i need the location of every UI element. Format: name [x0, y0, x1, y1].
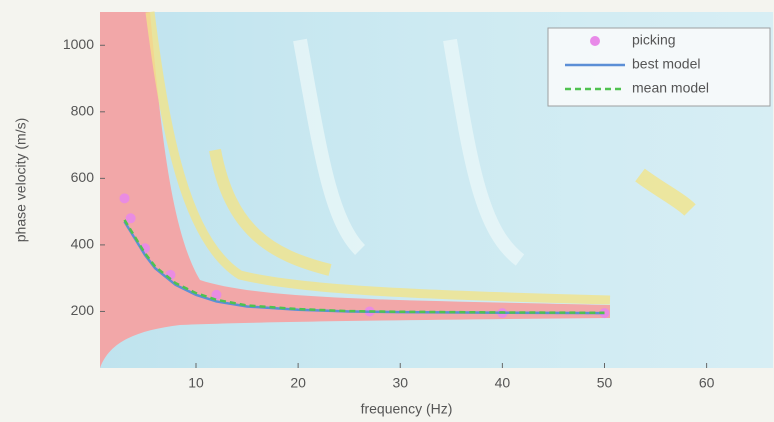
- legend-label: picking: [632, 32, 676, 48]
- x-tick-label: 60: [699, 375, 715, 391]
- legend-marker: [590, 36, 600, 46]
- x-tick-label: 10: [188, 375, 204, 391]
- x-tick-label: 20: [290, 375, 306, 391]
- y-tick-label: 800: [71, 103, 95, 119]
- y-tick-label: 400: [71, 236, 95, 252]
- picking-point: [211, 289, 222, 300]
- y-tick-label: 600: [71, 169, 95, 185]
- x-tick-label: 50: [597, 375, 613, 391]
- legend-label: mean model: [632, 80, 709, 96]
- picking-point: [119, 193, 130, 204]
- y-axis-label: phase velocity (m/s): [13, 118, 29, 242]
- model-line: [123, 219, 605, 315]
- y-tick-label: 1000: [63, 36, 94, 52]
- x-tick-label: 30: [392, 375, 408, 391]
- legend: picking best model mean model: [547, 27, 771, 107]
- y-tick-label: 200: [71, 302, 95, 318]
- picking-point: [125, 213, 136, 224]
- x-axis-label: frequency (Hz): [361, 401, 453, 417]
- legend-label: best model: [632, 56, 700, 72]
- x-tick-label: 40: [495, 375, 511, 391]
